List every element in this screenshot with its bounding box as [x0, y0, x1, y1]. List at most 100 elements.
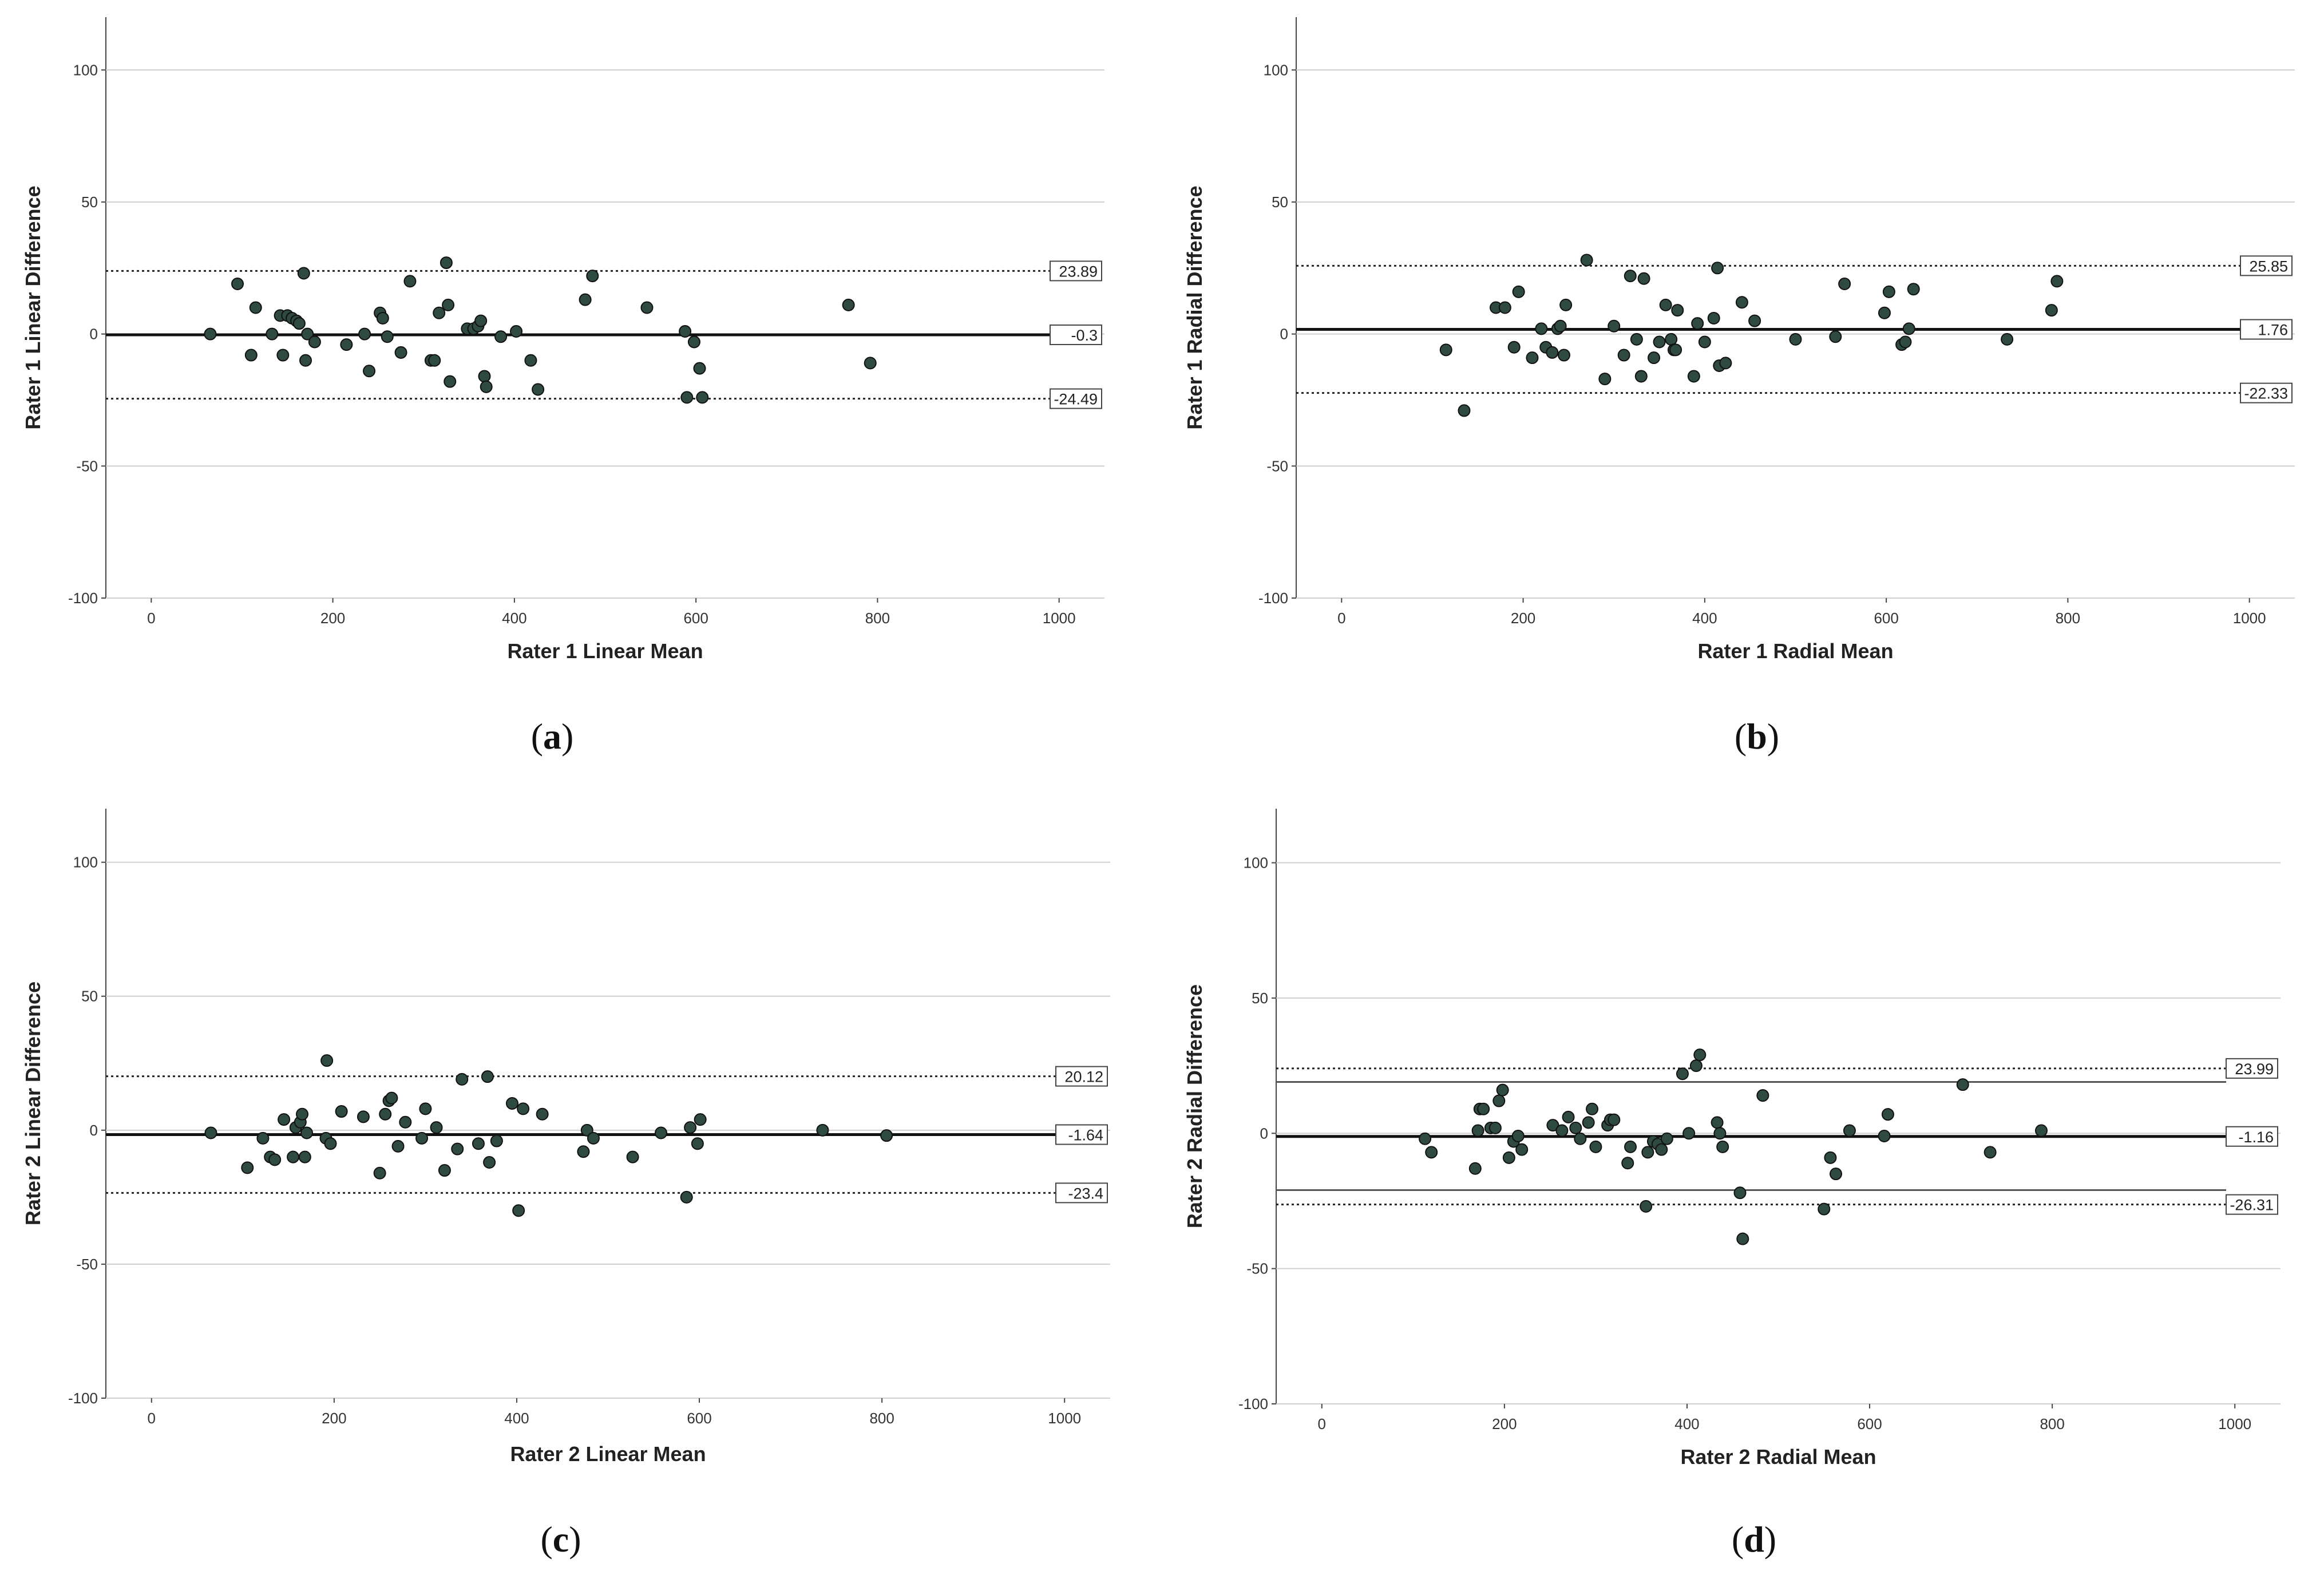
- data-point: [1557, 349, 1570, 362]
- data-point: [296, 1107, 309, 1121]
- data-point: [490, 1134, 503, 1147]
- y-axis-label: Rater 2 Radial Difference: [1183, 984, 1206, 1228]
- y-tick-label: 100: [1244, 854, 1268, 872]
- data-point: [1580, 254, 1593, 267]
- loa-label: -24.49: [1054, 391, 1098, 408]
- x-tick-label: 0: [1337, 610, 1345, 627]
- y-tick-label: 100: [73, 854, 98, 871]
- data-point: [451, 1142, 464, 1155]
- data-point: [1496, 1083, 1509, 1097]
- data-point: [444, 375, 457, 388]
- data-point: [403, 275, 417, 288]
- loa-label: 23.89: [1059, 263, 1098, 280]
- data-point: [1598, 373, 1612, 386]
- data-point: [474, 314, 488, 327]
- data-point: [324, 1137, 337, 1150]
- data-point: [1498, 301, 1511, 314]
- x-tick-label: 1000: [1043, 610, 1076, 627]
- x-tick-label: 600: [1857, 1415, 1882, 1432]
- data-point: [1691, 317, 1704, 330]
- data-point: [320, 1054, 334, 1067]
- x-tick-label: 600: [683, 610, 708, 627]
- data-point: [419, 1102, 432, 1115]
- x-axis-label: Rater 1 Linear Mean: [507, 639, 703, 663]
- data-point: [1458, 404, 1471, 417]
- data-point: [256, 1131, 270, 1145]
- data-point: [385, 1091, 398, 1105]
- data-point: [880, 1129, 893, 1142]
- y-tick-label: -100: [1238, 1395, 1268, 1412]
- data-point: [1824, 1151, 1837, 1164]
- x-tick-label: 200: [320, 610, 345, 627]
- loa-label: 23.99: [2235, 1060, 2274, 1078]
- data-point: [481, 1070, 494, 1083]
- data-point: [1659, 298, 1672, 311]
- caption-d: (d): [1731, 1519, 1777, 1560]
- data-point: [524, 354, 537, 367]
- y-tick-label: 50: [81, 193, 98, 211]
- y-axis-label: Rater 1 Radial Difference: [1183, 185, 1206, 429]
- data-point: [483, 1156, 496, 1169]
- y-tick-label: -100: [68, 589, 98, 607]
- y-tick-label: 0: [90, 326, 98, 343]
- data-point: [1818, 1202, 1831, 1216]
- data-point: [1439, 343, 1452, 357]
- data-point: [1689, 1059, 1703, 1073]
- data-point: [1582, 1116, 1595, 1129]
- data-point: [1687, 370, 1700, 383]
- data-point: [1535, 322, 1548, 335]
- loa-label: -22.33: [2244, 385, 2288, 402]
- data-point: [1617, 349, 1630, 362]
- data-point: [438, 1164, 451, 1177]
- data-point: [287, 1150, 300, 1163]
- data-point: [1512, 285, 1525, 298]
- caption-a: (a): [530, 716, 574, 757]
- data-point: [301, 327, 314, 341]
- data-point: [2034, 1124, 2048, 1137]
- loa-label: -26.31: [2230, 1197, 2274, 1214]
- data-point: [696, 391, 709, 404]
- data-point: [442, 298, 455, 311]
- data-point: [1669, 343, 1682, 357]
- data-point: [298, 1150, 311, 1163]
- data-point: [278, 1113, 291, 1126]
- panel-a: -100 -50 0 50 100 0 200 400 600 800 1000 23.89 -24.4…: [0, 0, 1162, 792]
- x-tick-label: 800: [865, 610, 890, 627]
- line-label-box: [2226, 1058, 2278, 1079]
- panel-d: -100 -50 0 50 100 0 200 400 600 800 1000 23.99 -26.3…: [1162, 792, 2323, 1583]
- data-point: [505, 1097, 518, 1110]
- data-point: [1608, 319, 1621, 333]
- y-axis-label: Rater 1 Linear Difference: [21, 185, 45, 429]
- data-point: [1707, 311, 1720, 324]
- data-point: [1878, 306, 1891, 319]
- y-tick-label: 50: [1252, 990, 1268, 1007]
- data-point: [376, 311, 389, 324]
- y-tick-label: 0: [90, 1122, 98, 1139]
- data-point: [1711, 262, 1724, 275]
- data-point: [379, 1107, 392, 1121]
- y-tick-label: -100: [1258, 589, 1288, 607]
- line-label-box: [1055, 1124, 1108, 1145]
- data-point: [626, 1150, 639, 1163]
- caption-b: (b): [1734, 716, 1780, 757]
- data-point: [842, 298, 855, 311]
- data-point: [1488, 1121, 1502, 1134]
- data-point: [1546, 1119, 1559, 1132]
- data-point: [1559, 298, 1573, 311]
- data-point: [1665, 333, 1678, 346]
- data-point: [1637, 272, 1650, 285]
- data-point: [399, 1115, 412, 1129]
- data-point: [579, 293, 592, 306]
- data-point: [1526, 351, 1539, 365]
- data-point: [1902, 322, 1915, 335]
- data-point: [1843, 1124, 1856, 1137]
- data-point: [415, 1131, 429, 1145]
- x-tick-label: 1000: [2233, 610, 2266, 627]
- y-tick-label: -50: [76, 1256, 98, 1273]
- data-point: [1621, 1157, 1634, 1170]
- data-point: [394, 346, 407, 359]
- data-point: [244, 349, 258, 362]
- data-point: [694, 1113, 707, 1126]
- data-point: [1956, 1078, 1969, 1091]
- y-tick-label: 50: [81, 988, 98, 1005]
